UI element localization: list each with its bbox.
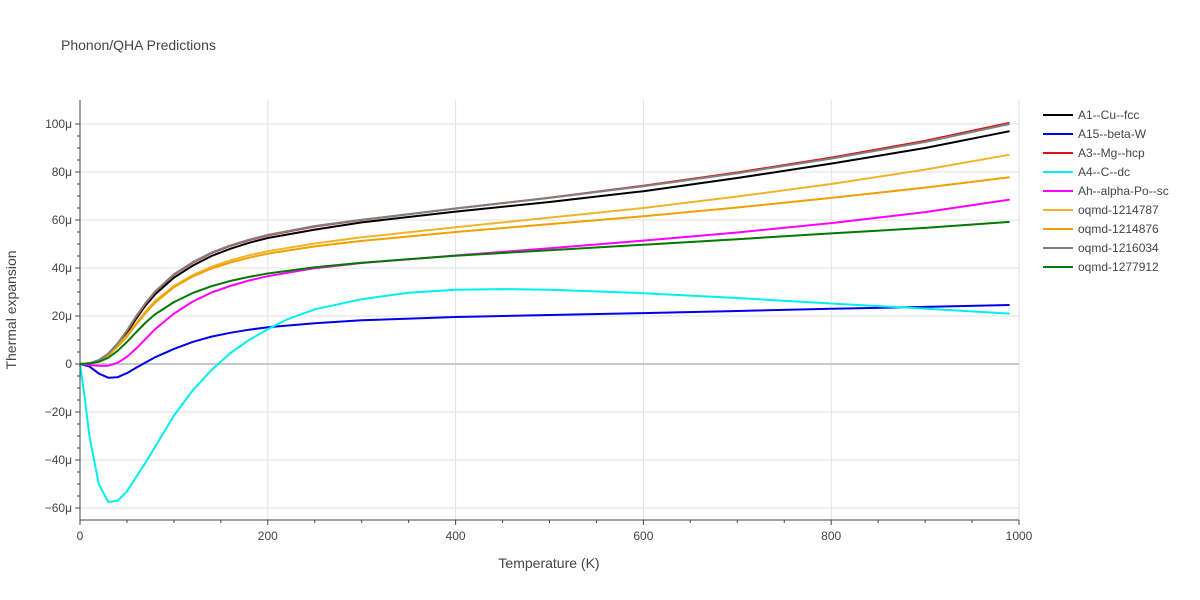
y-tick-label: 20μ — [52, 309, 72, 323]
x-tick-label: 400 — [446, 529, 466, 543]
y-tick-label: −60μ — [45, 501, 72, 515]
legend-label: A15--beta-W — [1078, 127, 1147, 141]
series-line-oqmd-1277912 — [79, 220, 1010, 365]
x-tick-label: 600 — [633, 529, 653, 543]
legend-label: oqmd-1214787 — [1078, 203, 1159, 217]
legend-label: oqmd-1214876 — [1078, 222, 1159, 236]
x-tick-label: 0 — [77, 529, 84, 543]
legend-label: oqmd-1277912 — [1078, 260, 1159, 274]
y-tick-label: 100μ — [45, 117, 72, 131]
y-axis-label: Thermal expansion — [3, 250, 19, 369]
legend-label: A3--Mg--hcp — [1078, 146, 1145, 160]
y-axis: −60μ −40μ −20μ 0 20μ 40μ 60μ 80μ 100μ — [45, 100, 81, 520]
series-line-oqmd-1216034 — [79, 123, 1010, 365]
legend-label: A4--C--dc — [1078, 165, 1130, 179]
legend-item[interactable]: oqmd-1214787 — [1043, 203, 1159, 217]
legend-label: oqmd-1216034 — [1078, 241, 1159, 255]
legend-item[interactable]: oqmd-1214876 — [1043, 222, 1159, 236]
legend-item[interactable]: A3--Mg--hcp — [1043, 146, 1145, 160]
legend-item[interactable]: oqmd-1277912 — [1043, 260, 1159, 274]
x-axis: 0 200 400 600 800 1000 — [77, 519, 1033, 543]
legend-item[interactable]: A1--Cu--fcc — [1043, 108, 1139, 122]
legend-label: A1--Cu--fcc — [1078, 108, 1139, 122]
y-tick-label: −40μ — [45, 453, 72, 467]
legend-item[interactable]: A15--beta-W — [1043, 127, 1147, 141]
series-line-oqmd-1214787 — [79, 153, 1010, 365]
legend-label: Ah--alpha-Po--sc — [1078, 184, 1169, 198]
x-tick-label: 800 — [821, 529, 841, 543]
series-line-oqmd-1214876 — [79, 176, 1010, 365]
series-lines — [79, 121, 1010, 503]
y-tick-label: 60μ — [52, 213, 72, 227]
y-tick-label: 0 — [65, 357, 72, 371]
series-line-A1--Cu--fcc — [79, 130, 1010, 365]
series-line-A15--beta-W — [79, 304, 1010, 379]
series-line-A4--C--dc — [79, 288, 1010, 503]
series-line-Ah--alpha-Po--sc — [79, 198, 1010, 367]
x-axis-label: Temperature (K) — [498, 555, 599, 571]
y-tick-label: 40μ — [52, 261, 72, 275]
series-line-A3--Mg--hcp — [79, 121, 1010, 365]
y-tick-label: 80μ — [52, 165, 72, 179]
legend[interactable]: A1--Cu--fcc A15--beta-W A3--Mg--hcp A4--C--… — [1043, 108, 1169, 274]
y-tick-label: −20μ — [45, 405, 72, 419]
grid-lines — [80, 100, 1020, 520]
legend-item[interactable]: Ah--alpha-Po--sc — [1043, 184, 1169, 198]
x-tick-label: 1000 — [1006, 529, 1033, 543]
legend-item[interactable]: A4--C--dc — [1043, 165, 1130, 179]
chart-title: Phonon/QHA Predictions — [61, 37, 216, 53]
legend-item[interactable]: oqmd-1216034 — [1043, 241, 1159, 255]
x-tick-label: 200 — [258, 529, 278, 543]
